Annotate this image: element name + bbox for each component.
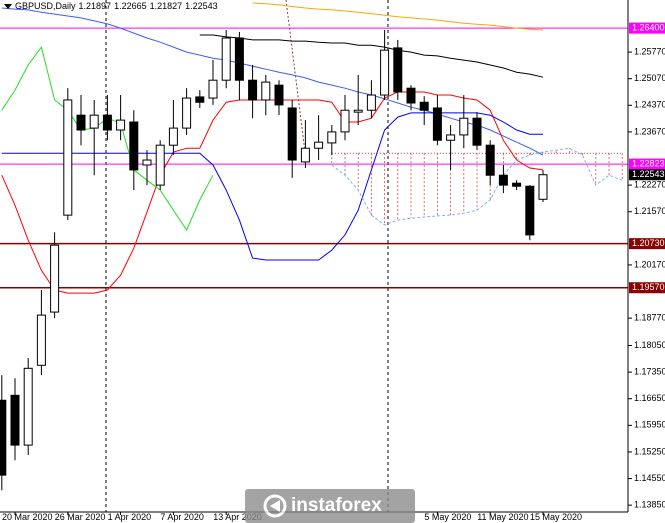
candle-body xyxy=(129,121,139,171)
watermark-logo xyxy=(263,494,287,518)
candle-body xyxy=(459,117,469,136)
y-tick-label: 1.23670 xyxy=(634,126,665,136)
header-icon xyxy=(4,4,12,9)
candle-body xyxy=(155,144,165,186)
indicator-line xyxy=(199,34,544,78)
candle-body xyxy=(472,117,482,146)
candle-body xyxy=(485,144,495,176)
chart-header: GBPUSD,Daily 1.21897 1.22665 1.21827 1.22543 xyxy=(15,1,218,11)
header-value: 1.21897 xyxy=(79,1,112,11)
x-tick-label: 7 Apr 2020 xyxy=(160,512,204,522)
indicator-line xyxy=(1,112,543,261)
indicator-line xyxy=(285,0,307,161)
candle-body xyxy=(10,394,20,446)
price-tag xyxy=(629,238,665,250)
x-tick-label: 1 Apr 2020 xyxy=(108,512,152,522)
candle-body xyxy=(393,47,403,93)
header-value: 1.22543 xyxy=(185,1,218,11)
candle-body xyxy=(525,185,535,236)
candle-body xyxy=(432,107,442,141)
candle-body xyxy=(498,174,508,186)
candle-body xyxy=(366,94,376,111)
y-tick-label: 1.17350 xyxy=(634,366,665,376)
price-tag xyxy=(629,169,665,181)
y-tick-label: 1.25070 xyxy=(634,73,665,83)
y-tick-label: 1.18770 xyxy=(634,313,665,323)
x-tick-label: 20 Mar 2020 xyxy=(2,512,53,522)
x-axis-labels: 20 Mar 2020 26 Mar 2020 1 Apr 2020 7 Apr 20… xyxy=(2,512,582,522)
price-tag-label: 1.20730 xyxy=(632,238,665,248)
indicator-line xyxy=(1,7,544,156)
candle-body xyxy=(300,147,310,163)
candle-body xyxy=(63,99,73,216)
candle-body xyxy=(446,134,456,141)
indicator-line xyxy=(252,2,544,31)
y-tick-label: 1.20170 xyxy=(634,259,665,269)
y-tick-label: 1.25770 xyxy=(634,46,665,56)
price-tag xyxy=(629,158,665,170)
candle-body xyxy=(142,159,152,166)
x-tick-label: 15 May 2020 xyxy=(530,512,582,522)
candle-body xyxy=(182,97,192,129)
watermark: instaforex xyxy=(245,489,415,523)
candle-body xyxy=(89,114,99,129)
candle-body xyxy=(380,49,390,96)
candle-body xyxy=(327,131,337,144)
candle-body xyxy=(234,37,244,81)
x-tick-label: 26 Mar 2020 xyxy=(55,512,106,522)
candle-body xyxy=(0,399,7,476)
candle-body xyxy=(406,87,416,104)
candle-body xyxy=(195,96,205,103)
candle-body xyxy=(538,174,548,200)
x-tick-label: 11 May 2020 xyxy=(477,512,528,522)
price-tag xyxy=(629,22,665,34)
candle-body xyxy=(102,114,112,131)
y-tick-label: 1.16650 xyxy=(634,393,665,403)
x-tick-label: 5 May 2020 xyxy=(424,512,471,522)
candle-body xyxy=(248,79,258,101)
candle-body xyxy=(353,109,363,113)
header-value: 1.21827 xyxy=(150,1,183,11)
plot-area xyxy=(0,0,628,512)
candle-body xyxy=(221,37,231,81)
y-tick-label: 1.14550 xyxy=(634,473,665,483)
watermark-box xyxy=(245,489,415,523)
candle-body xyxy=(208,79,218,99)
y-tick-label: 1.15250 xyxy=(634,446,665,456)
candle-body xyxy=(287,107,297,161)
chart-title: GBPUSD,Daily xyxy=(15,1,76,11)
candle-body xyxy=(36,314,46,366)
candle-body xyxy=(512,182,522,187)
candle-body xyxy=(261,81,271,101)
watermark-text: instaforex xyxy=(291,495,382,516)
candle-body xyxy=(419,101,429,111)
candle-body xyxy=(23,367,33,446)
y-tick-label: 1.21570 xyxy=(634,206,665,216)
y-tick-label: 1.24370 xyxy=(634,100,665,110)
price-tag-label: 1.19570 xyxy=(632,282,665,292)
price-tag-label: 1.22543 xyxy=(632,169,665,179)
price-tag xyxy=(629,282,665,294)
y-tick-label: 1.13850 xyxy=(634,500,665,510)
candle-body xyxy=(314,141,324,149)
candle-body xyxy=(274,84,284,106)
price-tag-label: 1.22823 xyxy=(632,158,665,168)
price-tag-label: 1.26400 xyxy=(632,23,665,33)
indicator-line xyxy=(1,91,544,294)
indicator-line xyxy=(331,147,623,226)
candle-body xyxy=(168,127,178,146)
candle-body xyxy=(116,119,126,131)
y-tick-label: 1.15950 xyxy=(634,420,665,430)
y-tick-label: 1.18050 xyxy=(634,340,665,350)
candle-body xyxy=(50,244,60,313)
candle-body xyxy=(76,114,86,131)
y-tick-label: 1.22270 xyxy=(634,179,665,189)
watermark-logo xyxy=(270,500,280,512)
x-tick-label: 13 Apr 2020 xyxy=(213,512,262,522)
header-value: 1.22665 xyxy=(114,1,147,11)
candle-body xyxy=(340,109,350,133)
